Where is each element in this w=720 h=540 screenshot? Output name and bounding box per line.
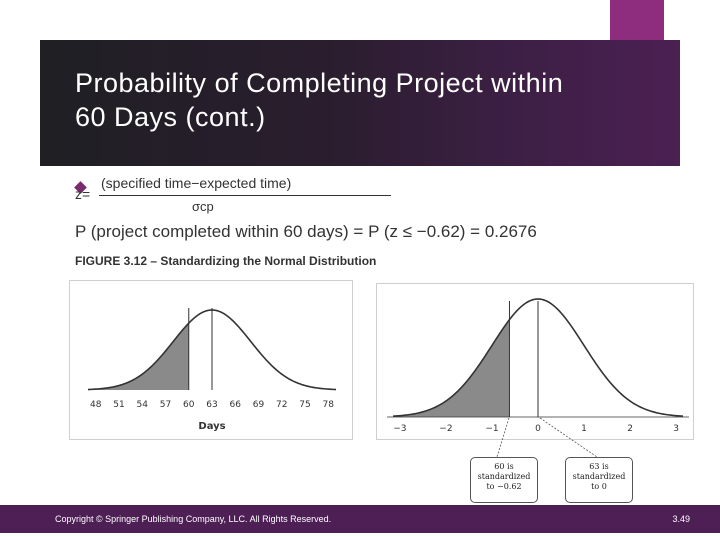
formula-numerator: (specified time−expected time) bbox=[101, 175, 292, 191]
days-distribution-svg: 48 51 54 57 60 63 66 69 72 75 78 Days bbox=[69, 280, 353, 440]
z-distribution-svg: −3 −2 −1 0 1 2 3 bbox=[376, 283, 694, 440]
x-tick-label: 60 bbox=[183, 400, 195, 410]
callout-line-left bbox=[496, 417, 510, 458]
note-left: 60 is standardized to −0.62 bbox=[470, 457, 538, 503]
normal-curve bbox=[87, 309, 337, 391]
x-tick-label: 54 bbox=[137, 400, 149, 410]
x-tick-label: −3 bbox=[393, 424, 406, 434]
x-tick-label: 72 bbox=[276, 400, 287, 410]
note-right-line-3: to 0 bbox=[591, 482, 607, 491]
x-tick-label: 63 bbox=[206, 400, 217, 410]
x-tick-label: 3 bbox=[673, 424, 679, 434]
note-right-line-1: 63 is bbox=[589, 462, 609, 471]
note-right-line-2: standardized bbox=[572, 472, 626, 481]
x-axis-title: Days bbox=[198, 421, 225, 432]
days-distribution-chart: 48 51 54 57 60 63 66 69 72 75 78 Days bbox=[69, 280, 353, 440]
note-right: 63 is standardized to 0 bbox=[565, 457, 633, 503]
copyright-text: Copyright © Springer Publishing Company,… bbox=[55, 514, 332, 524]
x-tick-label: 75 bbox=[299, 400, 310, 410]
note-left-line-3: to −0.62 bbox=[486, 482, 522, 491]
figure-caption: FIGURE 3.12 – Standardizing the Normal D… bbox=[75, 254, 377, 268]
slide-title: Probability of Completing Project within… bbox=[75, 68, 564, 132]
x-tick-label: 51 bbox=[113, 400, 124, 410]
x-tick-label: 1 bbox=[581, 424, 587, 434]
x-tick-label: 48 bbox=[90, 400, 102, 410]
callout-line-right bbox=[539, 417, 598, 458]
z-distribution-chart: −3 −2 −1 0 1 2 3 bbox=[376, 283, 694, 440]
normal-curve bbox=[392, 298, 684, 417]
x-tick-label: 69 bbox=[253, 400, 265, 410]
formula-denominator: σcp bbox=[192, 199, 214, 214]
fraction-bar bbox=[99, 195, 391, 196]
x-tick-label: 2 bbox=[627, 424, 633, 434]
slide-number: 3.49 bbox=[672, 514, 690, 524]
footer-bar: Copyright © Springer Publishing Company,… bbox=[0, 505, 720, 533]
x-tick-label: −1 bbox=[485, 424, 498, 434]
chart-frame bbox=[69, 280, 353, 440]
x-tick-label: 78 bbox=[323, 400, 335, 410]
x-tick-label: 57 bbox=[160, 400, 171, 410]
note-left-line-1: 60 is bbox=[494, 462, 514, 471]
shaded-area-below-60 bbox=[88, 323, 189, 390]
formula-lhs: z= bbox=[75, 186, 91, 202]
x-tick-label: 66 bbox=[230, 400, 242, 410]
shaded-area-below--0_62 bbox=[393, 319, 510, 417]
note-left-line-2: standardized bbox=[477, 472, 531, 481]
x-tick-label: 0 bbox=[535, 424, 541, 434]
probability-statement: P (project completed within 60 days) = P… bbox=[75, 222, 537, 241]
x-tick-label: −2 bbox=[439, 424, 452, 434]
title-band bbox=[40, 40, 680, 166]
